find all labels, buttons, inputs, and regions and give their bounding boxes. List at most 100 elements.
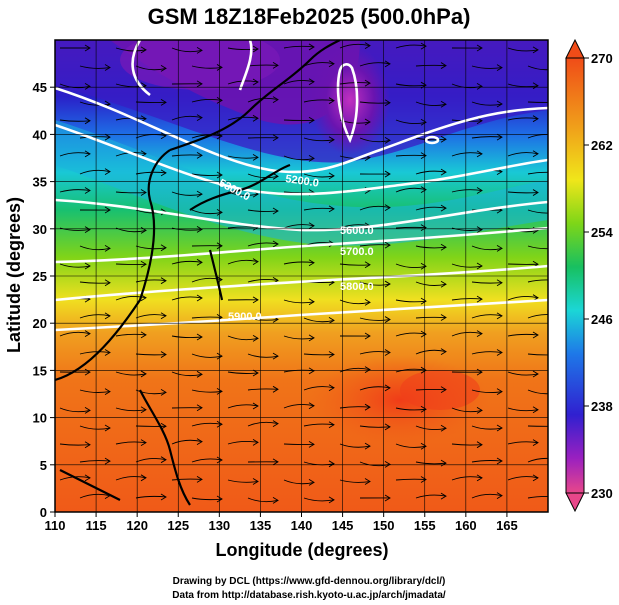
y-tick-label: 30 (33, 222, 47, 237)
streamline-arrow (532, 46, 539, 54)
colorbar-tick-label: 254 (591, 225, 613, 240)
streamline (115, 441, 147, 445)
streamline-arrow (308, 367, 315, 375)
streamline-arrow (384, 280, 391, 288)
streamline (451, 263, 483, 268)
streamline (507, 333, 539, 337)
streamline (171, 47, 203, 53)
streamline-arrow (440, 100, 447, 108)
streamline (79, 425, 111, 430)
streamline-arrow (553, 423, 558, 429)
streamline-arrow (476, 226, 483, 233)
streamline-arrow (104, 279, 111, 287)
x-tick-label: 135 (250, 518, 272, 533)
streamline (79, 493, 111, 499)
streamline-arrow (364, 478, 371, 485)
streamline (471, 389, 503, 394)
streamline-arrow (196, 226, 203, 233)
streamline (59, 83, 91, 89)
streamline (471, 425, 503, 430)
streamline (471, 65, 503, 69)
streamline (507, 407, 539, 412)
streamline (415, 281, 447, 286)
streamline-arrow (440, 314, 447, 321)
streamline-arrow (196, 190, 203, 198)
streamline-arrow (328, 205, 335, 213)
streamline-arrow (84, 150, 91, 158)
streamline (395, 478, 427, 481)
streamline-arrow (216, 96, 223, 104)
streamline (507, 476, 539, 481)
streamline-arrow (160, 65, 167, 72)
streamline-arrow (252, 402, 259, 410)
streamline (171, 296, 203, 301)
streamline (171, 335, 203, 339)
streamline-arrow (476, 441, 483, 449)
streamline (471, 136, 503, 139)
streamline (79, 460, 111, 463)
x-axis-label: Longitude (degrees) (215, 540, 388, 560)
x-tick-label: 165 (496, 518, 518, 533)
credit-data: Data from http://database.rish.kyoto-u.a… (172, 590, 446, 601)
colorbar-tick-label: 262 (591, 138, 613, 153)
streamline-arrow (252, 438, 259, 446)
streamline-arrow (216, 64, 223, 71)
y-tick-label: 0 (40, 505, 47, 520)
streamline (247, 353, 279, 358)
streamline (115, 333, 147, 337)
streamline (135, 101, 167, 103)
streamline-arrow (196, 114, 203, 122)
streamline (395, 154, 427, 157)
streamline-arrow (476, 117, 483, 125)
streamline-arrow (328, 60, 335, 68)
streamline-arrow (84, 226, 91, 233)
streamline-arrow (553, 389, 558, 395)
streamline (283, 299, 315, 304)
x-tick-label: 140 (291, 518, 313, 533)
streamline (471, 314, 503, 319)
streamline-arrow (160, 277, 167, 285)
streamline-arrow (308, 116, 315, 124)
streamline-arrow (496, 64, 503, 71)
streamline (527, 457, 548, 463)
streamline-arrow (384, 316, 391, 323)
streamline-arrow (140, 370, 147, 378)
streamline (171, 191, 203, 196)
streamline-arrow (104, 206, 111, 214)
streamline (451, 407, 483, 413)
x-tick-label: 150 (373, 518, 395, 533)
streamline-arrow (196, 370, 203, 378)
streamline (247, 497, 279, 503)
streamline (395, 44, 427, 49)
streamline-arrow (532, 439, 539, 447)
streamline-arrow (196, 46, 203, 54)
streamline (135, 389, 167, 395)
contour-line-5300 (55, 123, 548, 196)
streamline (283, 479, 315, 485)
streamline-arrow (272, 458, 279, 466)
streamline-arrow (84, 262, 91, 270)
streamline (79, 65, 111, 69)
chart-title: GSM 18Z18Feb2025 (500.0hPa) (148, 4, 471, 29)
streamline-arrow (140, 189, 147, 196)
streamline-arrow (364, 42, 371, 50)
streamline (527, 353, 548, 356)
streamline-arrow (216, 456, 223, 464)
streamline-arrow (440, 168, 447, 176)
streamline (79, 245, 111, 251)
streamline (415, 461, 447, 465)
contour-line-5200 (55, 86, 548, 174)
streamline (283, 403, 315, 409)
streamline-arrow (440, 348, 447, 355)
streamline (415, 316, 447, 319)
streamline-arrow (476, 295, 483, 303)
streamline (359, 62, 391, 67)
streamline-arrow (553, 494, 558, 500)
streamline-arrow (308, 440, 315, 448)
streamline-arrow (308, 298, 315, 306)
streamline (135, 279, 167, 283)
colorbar-tick-label: 270 (591, 51, 613, 66)
x-tick-label: 125 (167, 518, 189, 533)
streamline-arrow (160, 389, 167, 396)
streamline-arrow (84, 474, 91, 482)
